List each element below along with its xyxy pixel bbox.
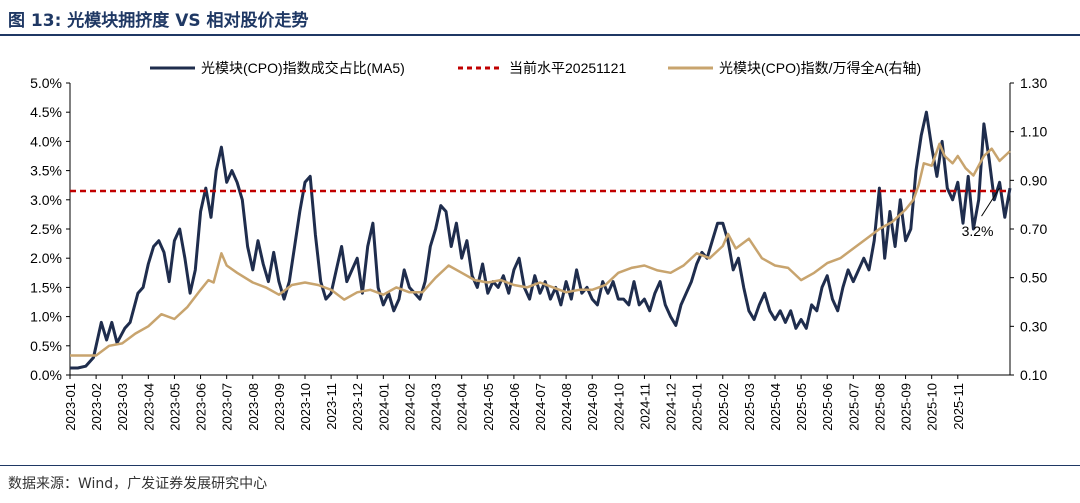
figure-title: 图 13: 光模块拥挤度 VS 相对股价走势 [8, 11, 309, 31]
x-tick-label: 2025-11 [951, 383, 966, 430]
figure-header: 图 13: 光模块拥挤度 VS 相对股价走势 [0, 0, 1080, 36]
x-tick-label: 2024-10 [611, 383, 626, 431]
footer-divider [0, 465, 1080, 466]
x-tick-label: 2024-04 [455, 383, 470, 431]
x-tick-label: 2025-06 [820, 383, 835, 431]
title-divider [0, 34, 1080, 36]
x-tick-label: 2024-08 [559, 383, 574, 431]
right-axis-ticks: 0.10 0.30 0.50 0.70 0.90 1.10 1.30 [1010, 75, 1047, 383]
annotation-leader [981, 187, 1000, 217]
annotation-layer: 3.2% [962, 187, 1000, 239]
x-tick-label: 2024-03 [429, 383, 444, 431]
x-tick-label: 2023-04 [141, 383, 156, 431]
series-layer [70, 110, 1012, 370]
left-tick-label: 4.0% [30, 133, 62, 149]
x-tick-label: 2024-07 [533, 383, 548, 431]
x-tick-label: 2023-03 [115, 383, 130, 431]
left-axis-ticks: 0.0% 0.5% 1.0% 1.5% 2.0% 2.5% 3.0% 3.5% 4.0% 4.5%… [30, 75, 70, 383]
legend-label-1: 光模块(CPO)指数成交占比(MA5) [201, 60, 405, 76]
left-tick-label: 2.5% [30, 221, 62, 237]
x-tick-label: 2025-07 [846, 383, 861, 431]
legend: 光模块(CPO)指数成交占比(MA5) 当前水平20251121 光模块(CPO)指… [150, 60, 921, 76]
x-tick-label: 2023-12 [350, 383, 365, 431]
x-tick-label: 2025-02 [716, 383, 731, 431]
x-tick-label: 2024-09 [585, 383, 600, 431]
left-tick-label: 5.0% [30, 75, 62, 91]
x-axis-ticks: 2023-01 2023-02 2023-03 2023-04 2023-05 2023-… [63, 375, 966, 431]
plot-frame [69, 83, 1011, 376]
left-tick-label: 0.5% [30, 338, 62, 354]
left-tick-label: 0.0% [30, 367, 62, 383]
x-tick-label: 2024-02 [402, 383, 417, 431]
series-line-3 [70, 142, 1011, 357]
x-tick-label: 2024-05 [481, 383, 496, 431]
right-tick-label: 0.10 [1020, 367, 1047, 383]
x-tick-label: 2024-01 [376, 383, 391, 431]
x-tick-label: 2023-02 [89, 383, 104, 431]
x-tick-label: 2023-11 [324, 383, 339, 430]
x-tick-label: 2023-10 [298, 383, 313, 431]
x-tick-label: 2024-06 [507, 383, 522, 431]
x-tick-label: 2023-08 [246, 383, 261, 431]
x-tick-label: 2025-08 [872, 383, 887, 431]
x-tick-label: 2025-03 [742, 383, 757, 431]
left-tick-label: 2.0% [30, 250, 62, 266]
x-tick-label: 2025-01 [690, 383, 705, 431]
right-tick-label: 0.90 [1020, 172, 1047, 188]
x-tick-label: 2025-05 [794, 383, 809, 431]
x-tick-label: 2025-04 [768, 383, 783, 431]
left-tick-label: 4.5% [30, 104, 62, 120]
right-tick-label: 0.50 [1020, 270, 1047, 286]
right-tick-label: 1.10 [1020, 124, 1047, 140]
x-tick-label: 2023-01 [63, 383, 78, 431]
x-tick-label: 2023-09 [272, 383, 287, 431]
right-tick-label: 0.30 [1020, 318, 1047, 334]
x-tick-label: 2025-10 [925, 383, 940, 431]
x-tick-label: 2024-11 [637, 383, 652, 430]
x-tick-label: 2023-06 [194, 383, 209, 431]
source-note: 数据来源：Wind，广发证券发展研究中心 [8, 476, 268, 492]
crowding-vs-relative-price-chart: 光模块(CPO)指数成交占比(MA5) 当前水平20251121 光模块(CPO)指… [30, 60, 1047, 431]
x-tick-label: 2025-09 [899, 383, 914, 431]
annotation-label: 3.2% [962, 223, 994, 239]
x-tick-label: 2023-07 [220, 383, 235, 431]
right-tick-label: 0.70 [1020, 221, 1047, 237]
left-tick-label: 3.0% [30, 192, 62, 208]
legend-label-2: 当前水平20251121 [509, 60, 626, 76]
left-tick-label: 1.5% [30, 279, 62, 295]
left-tick-label: 3.5% [30, 163, 62, 179]
left-tick-label: 1.0% [30, 309, 62, 325]
x-tick-label: 2024-12 [664, 383, 679, 431]
legend-label-3: 光模块(CPO)指数/万得全A(右轴) [719, 60, 921, 76]
series-line-1 [70, 110, 1012, 370]
x-tick-label: 2023-05 [167, 383, 182, 431]
right-tick-label: 1.30 [1020, 75, 1047, 91]
